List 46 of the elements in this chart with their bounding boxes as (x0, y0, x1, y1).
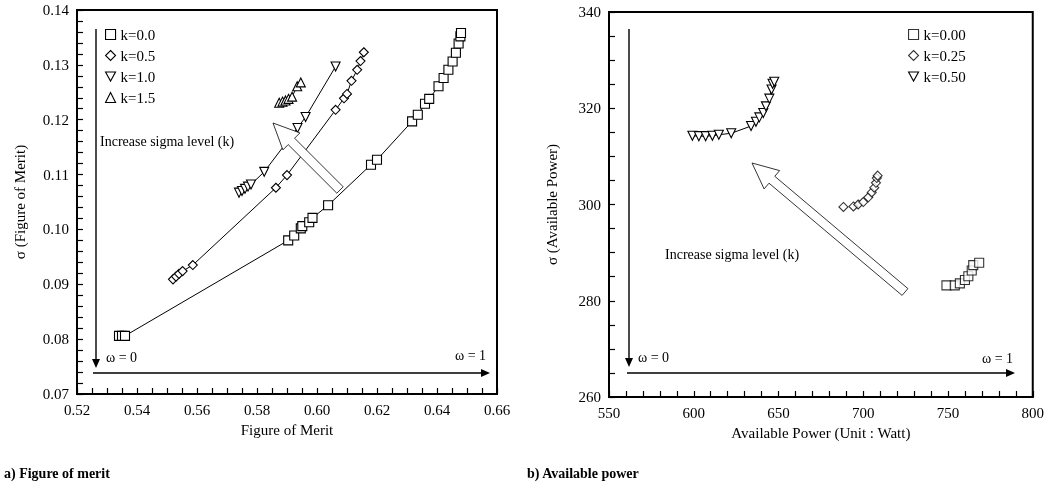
y-tick-label: 320 (578, 100, 601, 117)
y-tick-label: 300 (578, 196, 601, 213)
y-tick-label: 0.08 (42, 331, 69, 348)
y-axis-title: σ (Available Power) (543, 143, 561, 266)
x-tick-label: 0.58 (243, 401, 271, 418)
x-tick-label: 0.60 (303, 401, 331, 418)
legend-label: k=0.0 (120, 26, 156, 43)
y-tick-label: 0.13 (42, 56, 69, 73)
text: a) Figure of merit (4, 465, 111, 482)
y-tick-label: 340 (578, 4, 601, 20)
x-tick-label: 750 (936, 404, 960, 421)
y-tick-label: 0.12 (42, 111, 69, 128)
annotation: Increase sigma level (k) (665, 246, 800, 263)
legend-label: k=0.50 (923, 68, 966, 85)
x-tick-label: 0.52 (63, 401, 91, 418)
y-tick-label: 0.10 (42, 221, 69, 238)
x-tick-label: 650 (767, 404, 790, 421)
x-tick-label: 0.64 (423, 401, 451, 418)
annotation: ω = 1 (455, 347, 487, 363)
x-tick-label: 0.66 (483, 401, 511, 418)
x-axis-title: Figure of Merit (240, 421, 335, 438)
x-tick-label: 0.62 (363, 401, 391, 418)
legend-label: k=1.5 (120, 89, 156, 106)
x-tick-label: 700 (852, 404, 875, 421)
y-tick-label: 260 (578, 389, 601, 405)
y-tick-label: 0.07 (42, 386, 70, 402)
x-tick-label: 550 (597, 404, 621, 421)
annotation: Increase sigma level (k) (100, 133, 235, 150)
y-tick-label: 0.09 (42, 276, 69, 293)
legend-label: k=0.00 (923, 26, 966, 43)
y-tick-label: 0.11 (43, 166, 69, 183)
annotation: ω = 0 (106, 349, 138, 365)
x-tick-label: 0.54 (123, 401, 151, 418)
y-tick-label: 0.14 (42, 2, 70, 18)
legend-label: k=0.5 (120, 47, 156, 64)
x-axis-title: Available Power (Unit : Watt) (731, 424, 911, 442)
x-tick-label: 0.56 (183, 401, 211, 418)
annotation: ω = 0 (638, 349, 670, 365)
x-tick-label: 800 (1021, 404, 1044, 421)
x-tick-label: 600 (682, 404, 705, 421)
legend-label: k=0.25 (923, 47, 966, 64)
y-tick-label: 280 (578, 292, 601, 309)
y-axis-title: σ (Figure of Merit) (11, 144, 29, 260)
text: b) Available power (527, 465, 639, 482)
legend-label: k=1.0 (120, 68, 156, 85)
annotation: ω = 1 (982, 350, 1014, 366)
